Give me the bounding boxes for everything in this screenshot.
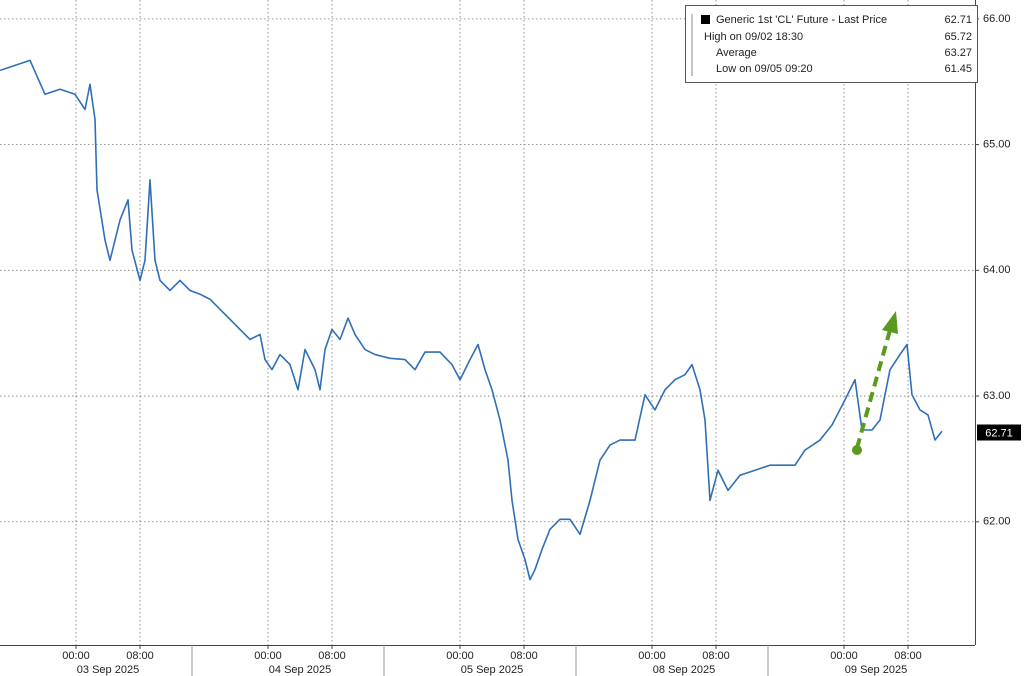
x-tick-label: 00:00 — [638, 650, 666, 662]
x-tick-label: 00:00 — [62, 650, 90, 662]
legend-label: High on 09/02 18:30 — [704, 31, 803, 43]
y-tick-label: 66.00 — [983, 13, 1011, 25]
x-date-label: 03 Sep 2025 — [77, 664, 139, 676]
y-tick-label: 65.00 — [983, 138, 1011, 150]
legend-box — [685, 5, 978, 83]
x-tick-label: 08:00 — [702, 650, 730, 662]
legend-value: 63.27 — [944, 47, 972, 59]
x-tick-label: 08:00 — [126, 650, 154, 662]
arrow-shaft — [855, 329, 892, 449]
price-line — [0, 59, 943, 581]
arrow-start — [852, 445, 862, 455]
last-price-label: 62.71 — [985, 427, 1013, 439]
legend-label: Average — [716, 47, 757, 59]
legend-label: Generic 1st 'CL' Future - Last Price — [716, 14, 887, 26]
x-tick-label: 08:00 — [510, 650, 538, 662]
x-tick-label: 00:00 — [254, 650, 282, 662]
legend-swatch — [701, 15, 710, 24]
x-tick-label: 00:00 — [830, 650, 858, 662]
legend-value: 62.71 — [944, 14, 972, 26]
day-separators — [191, 645, 769, 676]
x-date-label: 05 Sep 2025 — [461, 664, 523, 676]
legend-value: 61.45 — [944, 63, 972, 75]
y-tick-label: 63.00 — [983, 390, 1011, 402]
legend-value: 65.72 — [944, 31, 972, 43]
arrow-head — [882, 311, 898, 334]
x-date-label: 04 Sep 2025 — [269, 664, 331, 676]
y-tick-label: 62.00 — [983, 516, 1011, 528]
x-date-label: 09 Sep 2025 — [845, 664, 907, 676]
x-tick-label: 08:00 — [318, 650, 346, 662]
y-tick-label: 64.00 — [983, 264, 1011, 276]
x-tick-label: 08:00 — [894, 650, 922, 662]
annotation-arrow — [852, 311, 898, 455]
legend-label: Low on 09/05 09:20 — [716, 63, 813, 75]
last-price-tag — [977, 424, 1021, 441]
x-tick-label: 00:00 — [446, 650, 474, 662]
x-date-label: 08 Sep 2025 — [653, 664, 715, 676]
legend: Generic 1st 'CL' Future - Last Price 62.… — [685, 5, 978, 83]
